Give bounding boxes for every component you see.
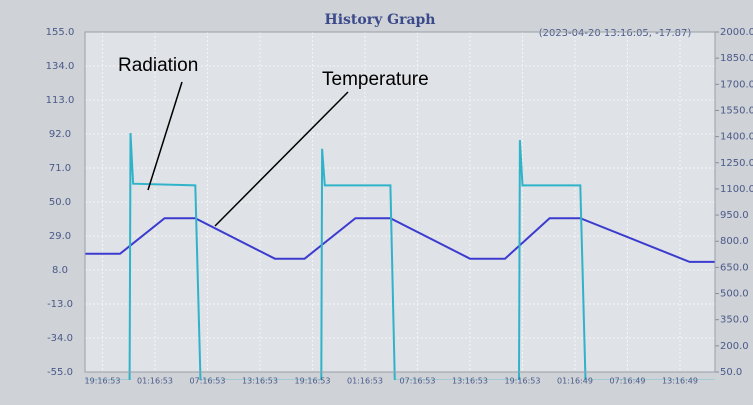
y-tick-label: 50.0 xyxy=(49,197,71,208)
y-tick-label: 113.0 xyxy=(46,95,75,106)
x-tick-label: 19:16:53 xyxy=(295,377,331,386)
series-line xyxy=(85,133,715,380)
x-tick-label: 01:16:49 xyxy=(557,377,593,386)
cursor-label: (2023-04-20 13:16:05, -17.87) xyxy=(539,28,692,39)
y-tick-label: 92.0 xyxy=(49,129,71,140)
x-tick-label: 07:16:49 xyxy=(610,377,646,386)
x-tick-label: 01:16:53 xyxy=(347,377,383,386)
y2-tick-label: 1550.0 xyxy=(720,105,753,116)
y-tick-label: -13.0 xyxy=(47,299,73,310)
annotation: Radiation xyxy=(118,55,198,76)
x-tick-label: 13:16:49 xyxy=(662,377,698,386)
x-tick-label: 13:16:53 xyxy=(242,377,278,386)
marks xyxy=(85,133,715,380)
y-tick-label: 71.0 xyxy=(49,163,71,174)
y2-tick-label: 500.0 xyxy=(720,289,749,300)
x-tick-label: 13:16:53 xyxy=(452,377,488,386)
y2-tick-label: 650.0 xyxy=(720,262,749,273)
pointer xyxy=(214,91,349,227)
annotation: Temperature xyxy=(322,69,429,90)
chart-title: History Graph xyxy=(325,12,436,28)
y2-tick-label: 200.0 xyxy=(720,341,749,352)
y-tick-label: 134.0 xyxy=(46,61,75,72)
y2-tick-label: 1400.0 xyxy=(720,132,753,143)
y-tick-label: -55.0 xyxy=(47,367,73,378)
x-tick-label: 01:16:53 xyxy=(137,377,173,386)
y2-tick-label: 50.0 xyxy=(720,367,742,378)
y2-tick-label: 1850.0 xyxy=(720,53,753,64)
y2-tick-label: 2000.0 xyxy=(720,27,753,38)
y2-tick-label: 800.0 xyxy=(720,236,749,247)
x-tick-label: 07:16:53 xyxy=(400,377,436,386)
y2-tick-label: 1100.0 xyxy=(720,184,753,195)
pointer xyxy=(147,81,183,191)
plot-border xyxy=(84,31,716,373)
x-tick-label: 07:16:53 xyxy=(190,377,226,386)
y2-tick-label: 1700.0 xyxy=(720,79,753,90)
y2-tick-label: 1250.0 xyxy=(720,158,753,169)
y-tick-label: -34.0 xyxy=(47,333,73,344)
x-tick-label: 19:16:53 xyxy=(505,377,541,386)
series-line xyxy=(85,217,715,263)
y-tick-label: 155.0 xyxy=(46,27,75,38)
y-tick-label: 8.0 xyxy=(52,265,68,276)
y-tick-label: 29.0 xyxy=(49,231,71,242)
y2-tick-label: 950.0 xyxy=(720,210,749,221)
x-tick-label: 19:16:53 xyxy=(85,377,121,386)
y2-tick-label: 350.0 xyxy=(720,315,749,326)
